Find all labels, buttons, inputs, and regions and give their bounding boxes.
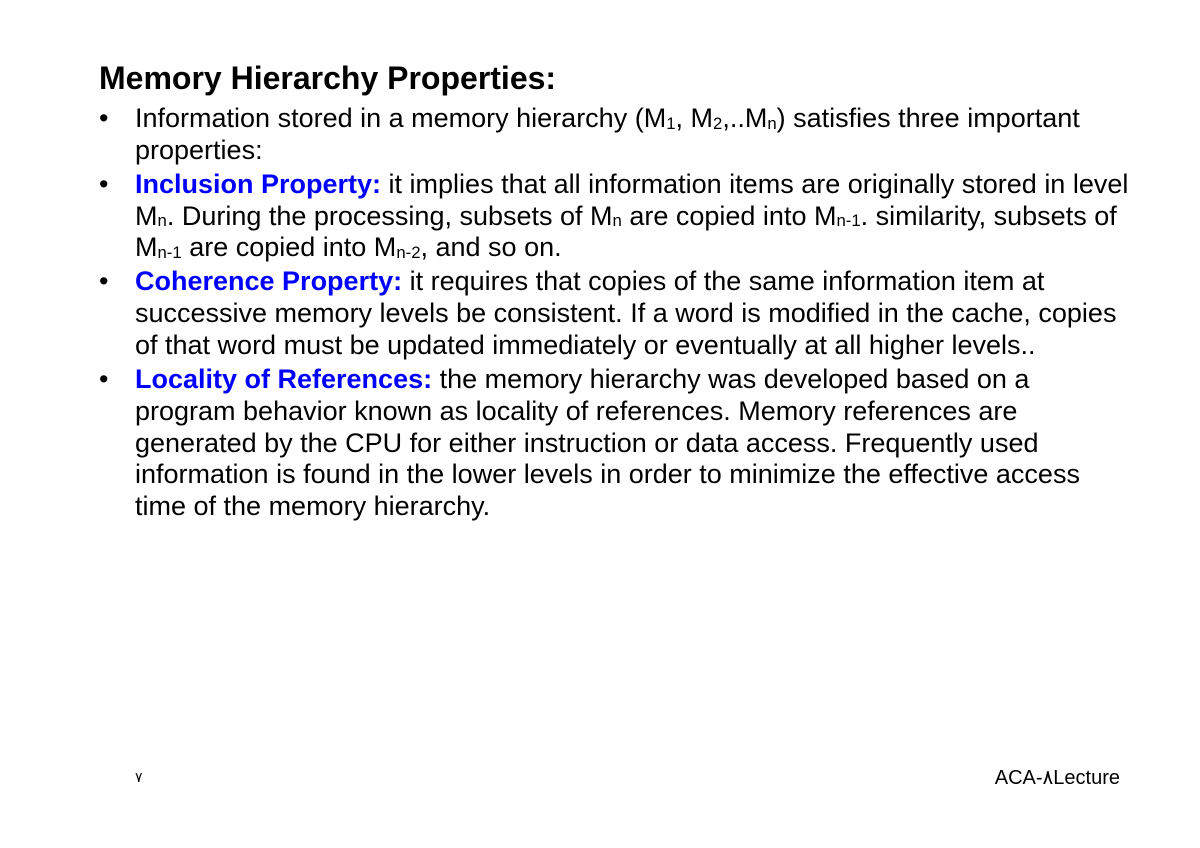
- bullet-item: Coherence Property: it requires that cop…: [95, 266, 1130, 362]
- bullet-list: Information stored in a memory hierarchy…: [95, 103, 1130, 523]
- bullet-item: Inclusion Property: it implies that all …: [95, 169, 1130, 265]
- page-number: ٧: [135, 769, 143, 786]
- bullet-item: Locality of References: the memory hiera…: [95, 364, 1130, 523]
- slide-title: Memory Hierarchy Properties:: [99, 60, 1130, 97]
- lecture-label: ACA-٨Lecture: [995, 765, 1120, 790]
- bullet-item: Information stored in a memory hierarchy…: [95, 103, 1130, 167]
